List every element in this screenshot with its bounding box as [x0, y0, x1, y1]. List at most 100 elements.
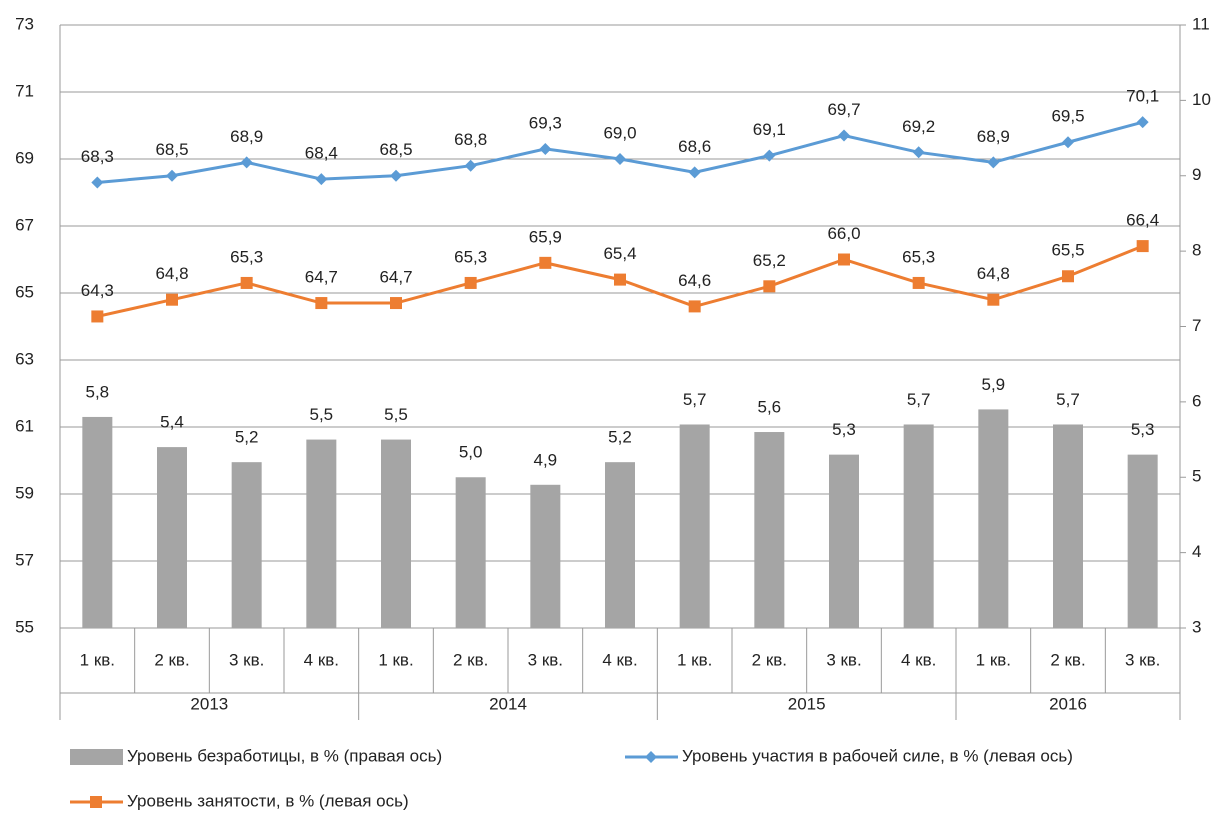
- data-label: 5,5: [310, 405, 334, 424]
- bar: [679, 424, 710, 628]
- legend-swatch: [70, 749, 123, 765]
- x-tick-label: 2 кв.: [453, 650, 488, 669]
- x-tick-label: 4 кв.: [901, 650, 936, 669]
- marker: [166, 169, 178, 182]
- marker: [166, 293, 178, 306]
- y-tick-label: 65: [15, 282, 34, 301]
- data-label: 5,6: [758, 398, 782, 417]
- marker: [1062, 270, 1074, 283]
- bar: [754, 432, 785, 628]
- marker: [390, 297, 402, 310]
- data-label: 68,9: [230, 127, 263, 146]
- x-tick-label: 4 кв.: [602, 650, 637, 669]
- x-tick-label: 1 кв.: [80, 650, 115, 669]
- bar: [530, 484, 561, 628]
- data-label: 66,4: [1126, 211, 1159, 230]
- bar: [903, 424, 934, 628]
- data-label: 64,8: [155, 264, 188, 283]
- bar: [605, 462, 635, 628]
- marker: [315, 297, 328, 310]
- marker: [763, 149, 776, 162]
- y2-tick-label: 3: [1192, 617, 1201, 636]
- marker: [838, 253, 850, 266]
- y2-tick-label: 6: [1192, 391, 1201, 410]
- data-label: 65,2: [753, 251, 786, 270]
- data-label: 68,8: [454, 130, 487, 149]
- y-tick-label: 57: [15, 550, 34, 569]
- x-tick-label: 1 кв.: [976, 650, 1011, 669]
- marker: [614, 273, 626, 286]
- x-group-label: 2013: [190, 694, 228, 713]
- bar: [829, 454, 859, 628]
- data-label: 65,3: [902, 247, 935, 266]
- marker: [315, 173, 328, 186]
- y-tick-label: 71: [15, 81, 34, 100]
- marker: [912, 146, 925, 159]
- data-label: 68,5: [379, 140, 412, 159]
- bar: [157, 447, 187, 628]
- y2-tick-label: 9: [1192, 165, 1201, 184]
- x-tick-label: 1 кв.: [378, 650, 413, 669]
- marker: [464, 159, 477, 172]
- marker: [1136, 116, 1149, 129]
- bar: [231, 462, 262, 628]
- legend-marker: [90, 796, 102, 808]
- marker: [987, 293, 1000, 306]
- x-tick-label: 2 кв.: [1050, 650, 1085, 669]
- data-label: 69,5: [1051, 107, 1084, 126]
- y-tick-label: 61: [15, 416, 34, 435]
- y-tick-label: 59: [15, 483, 34, 502]
- data-label: 5,0: [459, 443, 483, 462]
- data-label: 5,5: [384, 405, 408, 424]
- y-tick-label: 55: [15, 617, 34, 636]
- y2-tick-label: 10: [1192, 90, 1211, 109]
- data-label: 5,4: [160, 413, 184, 432]
- marker: [91, 176, 104, 189]
- legend-marker: [645, 751, 657, 763]
- marker: [464, 276, 477, 289]
- data-label: 5,7: [907, 390, 931, 409]
- x-tick-label: 4 кв.: [304, 650, 339, 669]
- bar: [82, 416, 113, 628]
- bar: [306, 439, 337, 628]
- data-label: 65,3: [454, 247, 487, 266]
- data-label: 5,2: [235, 428, 259, 447]
- x-group-label: 2015: [788, 694, 826, 713]
- marker: [240, 276, 253, 289]
- data-label: 5,8: [86, 382, 110, 401]
- y2-tick-label: 4: [1192, 542, 1201, 561]
- bar: [978, 409, 1009, 628]
- y-tick-label: 67: [15, 215, 34, 234]
- x-group-label: 2014: [489, 694, 527, 713]
- data-label: 65,9: [529, 227, 562, 246]
- data-label: 5,7: [1056, 390, 1080, 409]
- legend-label: Уровень участия в рабочей силе, в % (лев…: [682, 746, 1073, 765]
- x-tick-label: 2 кв.: [752, 650, 787, 669]
- data-label: 5,3: [832, 420, 856, 439]
- data-label: 64,7: [379, 268, 412, 287]
- x-tick-label: 1 кв.: [677, 650, 712, 669]
- legend-label: Уровень безработицы, в % (правая ось): [127, 746, 442, 765]
- x-tick-label: 3 кв.: [1125, 650, 1160, 669]
- legend-label: Уровень занятости, в % (левая ось): [127, 791, 409, 810]
- data-label: 5,7: [683, 390, 707, 409]
- data-label: 4,9: [534, 450, 558, 469]
- data-label: 65,4: [603, 244, 636, 263]
- marker: [91, 310, 104, 323]
- y-tick-label: 73: [15, 14, 34, 33]
- data-label: 69,0: [603, 123, 636, 142]
- marker: [688, 166, 701, 179]
- data-label: 68,9: [977, 127, 1010, 146]
- marker: [539, 256, 552, 269]
- data-label: 68,3: [81, 147, 114, 166]
- marker: [390, 169, 402, 182]
- data-label: 64,8: [977, 264, 1010, 283]
- data-label: 70,1: [1126, 87, 1159, 106]
- x-tick-label: 3 кв.: [229, 650, 264, 669]
- marker: [614, 153, 626, 165]
- data-label: 5,2: [608, 428, 632, 447]
- y-tick-label: 63: [15, 349, 34, 368]
- marker: [763, 280, 776, 293]
- marker: [688, 300, 701, 313]
